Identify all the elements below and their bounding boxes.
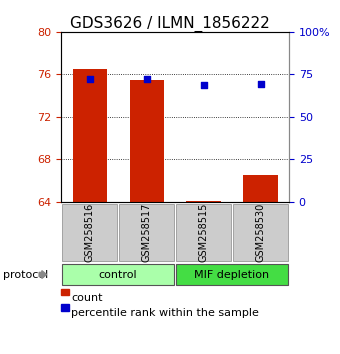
Text: GSM258530: GSM258530: [256, 203, 266, 262]
Text: MIF depletion: MIF depletion: [194, 269, 270, 280]
Bar: [176, 204, 231, 261]
Text: protocol: protocol: [3, 269, 49, 280]
Point: [201, 82, 206, 87]
Text: count: count: [71, 293, 103, 303]
Point: [258, 81, 263, 86]
Bar: [62, 264, 174, 285]
Text: GDS3626 / ILMN_1856222: GDS3626 / ILMN_1856222: [70, 16, 270, 32]
Text: GSM258515: GSM258515: [199, 203, 208, 262]
Bar: [73, 69, 107, 202]
Bar: [243, 175, 278, 202]
Bar: [187, 201, 221, 202]
Bar: [62, 204, 118, 261]
FancyArrow shape: [39, 270, 47, 278]
Text: GSM258516: GSM258516: [85, 203, 95, 262]
Text: GSM258517: GSM258517: [142, 203, 152, 262]
Bar: [130, 80, 164, 202]
Bar: [233, 204, 288, 261]
Bar: [176, 264, 288, 285]
Point: [144, 76, 149, 82]
Bar: [61, 289, 69, 295]
Text: percentile rank within the sample: percentile rank within the sample: [71, 308, 259, 318]
Point: [87, 76, 92, 82]
Bar: [119, 204, 174, 261]
Text: control: control: [99, 269, 137, 280]
Bar: [61, 304, 69, 311]
